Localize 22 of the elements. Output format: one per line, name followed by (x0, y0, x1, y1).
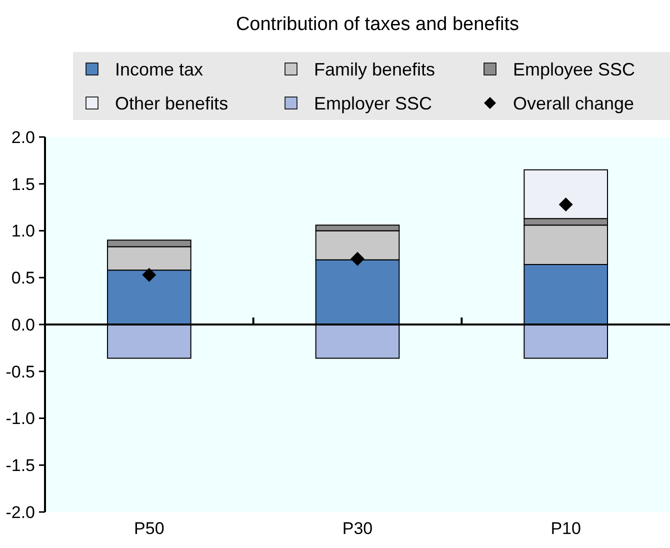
y-tick-label: -2.0 (6, 502, 35, 522)
x-tick-label: P30 (342, 519, 373, 538)
point (142, 268, 156, 282)
chart-title: Contribution of taxes and benefits (236, 14, 520, 35)
legend-label: Employer SSC (314, 93, 432, 114)
y-tick-label: 0.0 (11, 315, 35, 334)
legend-label: Family benefits (314, 59, 436, 80)
y-tick-label: -0.5 (6, 362, 35, 382)
x-tick-label: P50 (134, 519, 164, 538)
point (350, 252, 364, 266)
y-tick-label: 0.5 (11, 268, 35, 288)
x-tick-label: P10 (550, 519, 581, 538)
legend-label: Other benefits (115, 93, 228, 114)
y-tick-label: 2.0 (11, 128, 35, 147)
y-tick-label: -1.5 (6, 456, 35, 476)
y-tick-label: 1.0 (11, 222, 35, 241)
y-tick-label: -1.0 (6, 409, 35, 428)
legend-label: Income tax (115, 59, 204, 80)
y-tick-label: 1.5 (11, 174, 35, 194)
legend-label: Employee SSC (513, 59, 636, 80)
point (558, 198, 573, 212)
legend-label: Overall change (513, 93, 634, 114)
